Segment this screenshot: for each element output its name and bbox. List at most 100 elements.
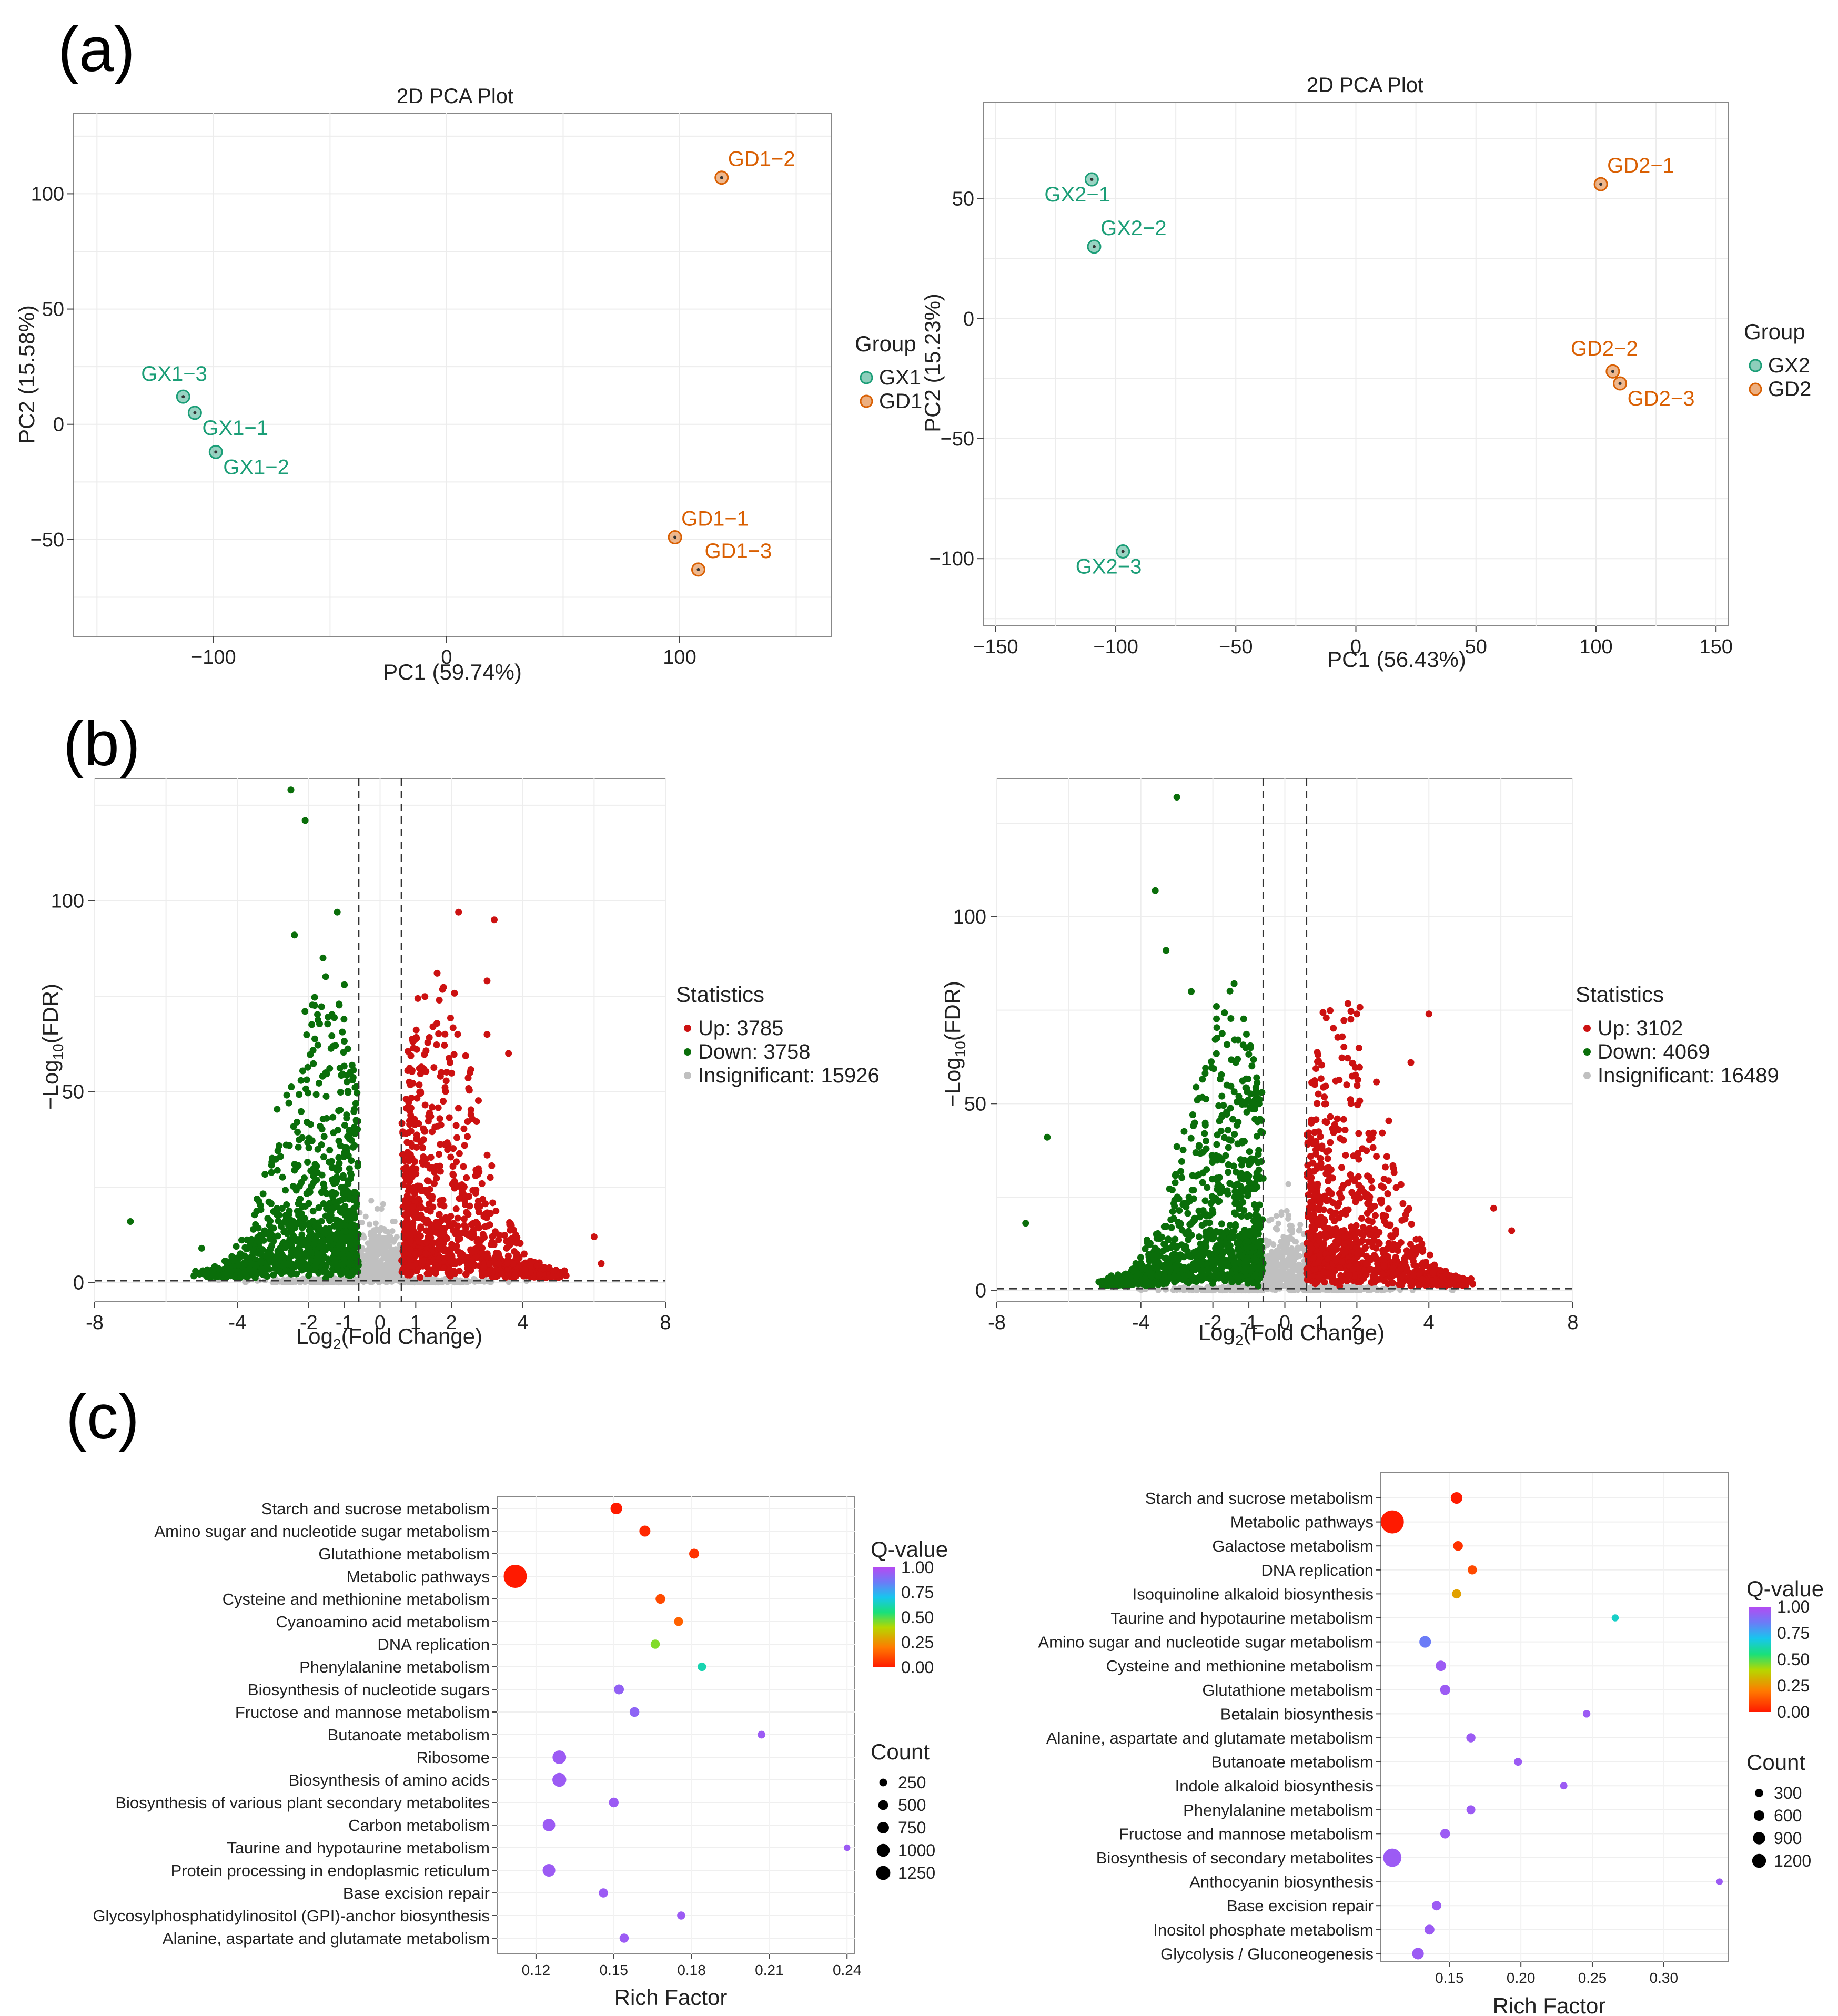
volcano-point-up [454,1214,461,1222]
volcano-point-up [489,1199,497,1207]
volcano-point-down [345,1152,352,1159]
volcano-point-insignificant [365,1258,371,1264]
volcano-point-insignificant [1282,1264,1289,1271]
volcano-point-down [261,1171,269,1178]
volcano-point-up [503,1238,510,1245]
volcano-point-down [1246,1231,1254,1239]
volcano-point-up [464,1133,471,1140]
volcano-point-up [421,1101,429,1109]
volcano-point-up [469,1187,477,1194]
volcano-point-up [446,1252,453,1259]
volcano-point-up [409,1262,416,1270]
volcano-point-down [319,954,327,961]
volcano-point-down [314,1222,321,1229]
pca1-legend-gd-swatch [860,394,873,408]
volcano-point-up [440,1202,448,1210]
pca1-legend-title: Group [855,331,916,356]
volcano-point-insignificant [310,1279,316,1285]
volcano-point-down [326,1235,333,1242]
volcano-point-insignificant [1281,1271,1287,1278]
volcano-point-down [295,1143,302,1151]
volcano-point-down [341,1183,349,1191]
volcano-point-insignificant [365,1240,371,1247]
volcano-point-down [238,1262,246,1270]
volcano-point-up [423,1177,431,1184]
volcano-point-down [340,1016,348,1023]
volcano-point-down [310,1241,318,1248]
volcano-point-down [315,1079,322,1087]
pca-sample-label: GD1−3 [704,540,772,563]
pca1-plot-area [73,113,832,637]
volcano-point-up [441,1041,448,1049]
volcano-point-up [418,1063,425,1071]
volcano-point-insignificant [441,1278,447,1284]
volcano-point-down [314,1016,321,1024]
volcano-point-insignificant [1265,1242,1271,1248]
volcano-point-up [402,1130,410,1137]
volcano-point-down [326,1065,334,1072]
volcano-point-down [249,1268,256,1275]
volcano-point-up [463,1174,470,1181]
pca-sample-point-center [1090,178,1094,181]
volcano-point-down [1207,1200,1215,1207]
volcano-point-insignificant [386,1268,392,1274]
pca-sample-label: GX2−1 [1044,183,1110,206]
pca2-ylabel: PC2 (15.23%) [920,293,945,432]
volcano-point-up [447,1258,455,1265]
volcano-point-up [448,1245,455,1252]
volcano-point-down [351,1211,358,1219]
volcano-point-up [520,1250,528,1258]
pca-xtick-label: 0 [441,646,452,668]
volcano-point-up [456,1195,463,1202]
volcano-point-down [1227,1105,1234,1112]
volcano-point-down [315,1204,322,1211]
volcano-point-down [1196,1094,1203,1101]
volcano-point-up [436,1151,443,1158]
volcano-point-up [433,969,441,977]
pca-xtick-label: 0 [1350,636,1361,658]
volcano-point-down [314,1011,321,1018]
volcano-point-insignificant [391,1218,398,1224]
volcano-point-down [290,1123,297,1130]
volcano-point-down [275,1217,282,1224]
volcano-point-up [411,1170,418,1178]
volcano-point-down [1242,1084,1249,1091]
volcano-point-up [456,1230,463,1237]
volcano-point-up [462,1224,470,1232]
volcano-point-down [336,1241,343,1249]
volcano-point-down [1137,1254,1144,1261]
volcano-point-down [291,1167,298,1174]
volcano-point-down [1144,1239,1152,1247]
volcano-point-up [512,1254,520,1261]
volcano-point-up [430,1064,438,1071]
volcano-point-insignificant [370,1247,376,1253]
volcano-point-insignificant [280,1277,287,1283]
pca2-legend-title: Group [1744,319,1805,344]
volcano-point-up [483,977,491,985]
pca-ytick-label: 0 [53,414,64,436]
volcano-point-down [1215,1102,1223,1109]
volcano-point-insignificant [382,1243,389,1250]
volcano-point-down [1226,1180,1234,1187]
volcano-point-up [478,1180,486,1187]
volcano-point-down [1160,1223,1168,1230]
volcano-point-insignificant [1294,1275,1300,1282]
pca-sample-label: GD2−3 [1628,387,1695,410]
volcano-point-up [417,1090,425,1097]
volcano-point-insignificant [1287,1222,1293,1229]
volcano-point-down [351,1123,358,1131]
pca-ytick-label: 0 [963,308,974,330]
volcano-point-up [416,1081,423,1089]
volcano-point-down [354,1162,361,1170]
volcano-point-up [521,1266,529,1273]
volcano-point-down [319,1248,327,1255]
volcano-point-down [345,1088,352,1095]
volcano-point-up [480,1263,488,1271]
volcano-point-insignificant [363,1269,369,1275]
volcano-point-up [433,1163,440,1170]
volcano-point-insignificant [1177,1284,1183,1291]
volcano-point-down [275,1142,282,1149]
volcano-point-insignificant [1274,1227,1280,1233]
volcano-point-insignificant [1266,1270,1272,1276]
volcano-point-insignificant [390,1264,396,1270]
